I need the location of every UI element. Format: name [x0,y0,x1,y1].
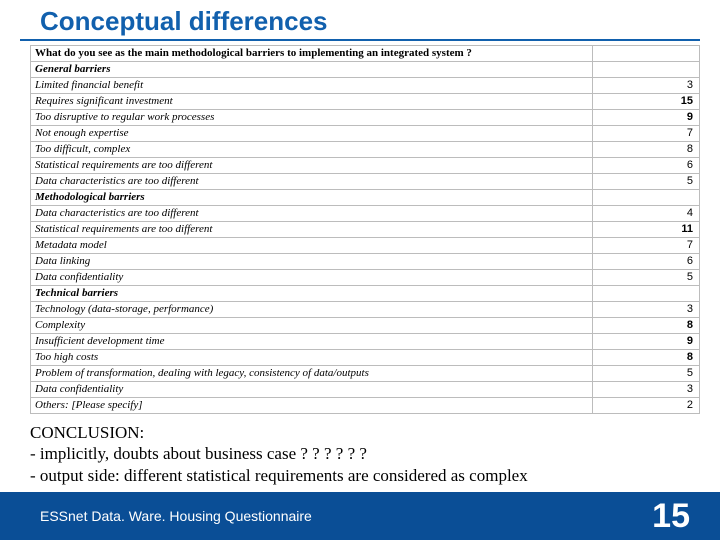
row-label: Data linking [31,254,593,270]
table-row: Not enough expertise7 [31,126,700,142]
conclusion-bullet-1: - implicitly, doubts about business case… [30,443,700,464]
row-label: Data characteristics are too different [31,206,593,222]
page-number: 15 [652,497,690,536]
row-value: 9 [592,334,699,350]
row-label: Data characteristics are too different [31,174,593,190]
row-value: 7 [592,238,699,254]
row-label: Technology (data-storage, performance) [31,302,593,318]
row-value: 5 [592,366,699,382]
row-value: 2 [592,398,699,414]
barriers-table-wrap: What do you see as the main methodologic… [30,45,700,414]
conclusion-heading: CONCLUSION: [30,422,700,443]
table-row: Data characteristics are too different5 [31,174,700,190]
slide-title: Conceptual differences [20,0,700,41]
table-header-value [592,46,699,62]
table-row: Complexity8 [31,318,700,334]
barriers-table: What do you see as the main methodologic… [30,45,700,414]
row-value: 8 [592,318,699,334]
row-label: Insufficient development time [31,334,593,350]
row-label: Limited financial benefit [31,78,593,94]
row-value: 9 [592,110,699,126]
row-value: 6 [592,158,699,174]
row-value: 3 [592,302,699,318]
table-row: Data linking6 [31,254,700,270]
conclusion-bullet-2: - output side: different statistical req… [30,465,700,486]
table-row: Too high costs8 [31,350,700,366]
table-row: Statistical requirements are too differe… [31,158,700,174]
row-value [592,286,699,302]
conclusion-block: CONCLUSION: - implicitly, doubts about b… [30,422,700,486]
row-value: 15 [592,94,699,110]
table-row: Requires significant investment15 [31,94,700,110]
section-label: Technical barriers [31,286,593,302]
row-label: Others: [Please specify] [31,398,593,414]
table-row: Others: [Please specify]2 [31,398,700,414]
table-row: Limited financial benefit3 [31,78,700,94]
table-row: Technical barriers [31,286,700,302]
section-label: General barriers [31,62,593,78]
row-label: Too disruptive to regular work processes [31,110,593,126]
row-label: Requires significant investment [31,94,593,110]
section-label: Methodological barriers [31,190,593,206]
table-header: What do you see as the main methodologic… [31,46,593,62]
row-label: Data confidentiality [31,270,593,286]
row-label: Metadata model [31,238,593,254]
row-label: Too high costs [31,350,593,366]
table-row: Too difficult, complex8 [31,142,700,158]
row-value: 3 [592,78,699,94]
row-label: Statistical requirements are too differe… [31,158,593,174]
table-row: Data confidentiality3 [31,382,700,398]
row-value: 4 [592,206,699,222]
row-value: 5 [592,270,699,286]
row-label: Data confidentiality [31,382,593,398]
table-row: Statistical requirements are too differe… [31,222,700,238]
table-row: Technology (data-storage, performance)3 [31,302,700,318]
row-label: Problem of transformation, dealing with … [31,366,593,382]
table-row: General barriers [31,62,700,78]
row-value: 3 [592,382,699,398]
row-value: 11 [592,222,699,238]
footer-bar: ESSnet Data. Ware. Housing Questionnaire… [0,492,720,540]
table-row: Too disruptive to regular work processes… [31,110,700,126]
table-row: Insufficient development time9 [31,334,700,350]
row-value: 7 [592,126,699,142]
row-label: Too difficult, complex [31,142,593,158]
row-label: Complexity [31,318,593,334]
row-value [592,62,699,78]
row-value: 8 [592,350,699,366]
footer-text: ESSnet Data. Ware. Housing Questionnaire [40,508,312,524]
table-row: Methodological barriers [31,190,700,206]
table-row: Metadata model7 [31,238,700,254]
row-label: Statistical requirements are too differe… [31,222,593,238]
row-value: 8 [592,142,699,158]
row-label: Not enough expertise [31,126,593,142]
row-value: 5 [592,174,699,190]
table-row: Data confidentiality5 [31,270,700,286]
row-value: 6 [592,254,699,270]
table-row: Problem of transformation, dealing with … [31,366,700,382]
row-value [592,190,699,206]
table-row: Data characteristics are too different4 [31,206,700,222]
